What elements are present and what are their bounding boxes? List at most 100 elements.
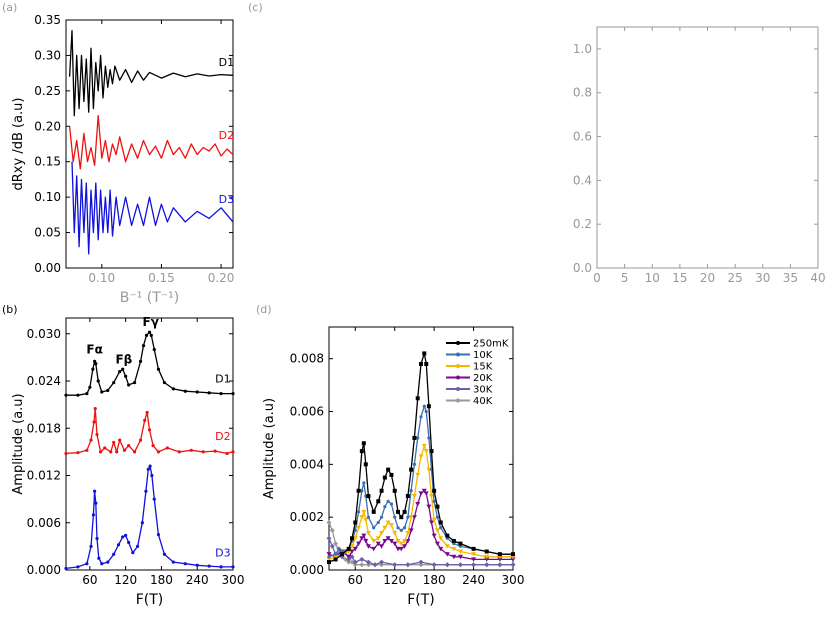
data-point [363, 517, 369, 523]
series-line-D3 [71, 161, 234, 255]
data-point [346, 546, 351, 551]
data-point [76, 393, 80, 397]
data-point [363, 462, 368, 467]
data-point [64, 393, 68, 397]
data-point [183, 562, 187, 566]
data-point [385, 536, 391, 541]
data-point [356, 510, 361, 514]
data-point [379, 562, 385, 568]
data-point [333, 557, 338, 562]
data-point [418, 559, 424, 565]
data-point [372, 526, 376, 530]
data-point [146, 467, 150, 471]
data-point [386, 467, 391, 472]
data-point [426, 467, 432, 473]
series-line-250mK [328, 352, 513, 563]
data-point [422, 404, 426, 408]
data-point [116, 543, 121, 547]
data-point [171, 387, 175, 391]
x-tick-label: 240 [186, 573, 209, 587]
data-point [405, 538, 411, 544]
data-point [379, 515, 384, 519]
data-point [366, 494, 371, 499]
data-point [150, 473, 154, 478]
data-point [435, 504, 440, 509]
data-point [219, 392, 223, 396]
data-point [392, 562, 398, 568]
data-point [432, 499, 436, 503]
data-point [451, 554, 457, 560]
peak-annotation: Fγ [143, 315, 159, 329]
data-point [353, 528, 357, 532]
data-point [402, 538, 408, 544]
data-point [375, 541, 381, 547]
data-point [177, 450, 181, 454]
x-axis-label: B⁻¹ (T⁻¹) [120, 290, 180, 306]
data-point [365, 544, 371, 549]
data-point [98, 450, 103, 454]
data-point [423, 491, 429, 496]
data-point [361, 533, 367, 539]
data-point [100, 562, 104, 566]
data-point [510, 562, 516, 568]
data-point [396, 509, 400, 514]
data-point [405, 531, 411, 536]
data-point [389, 502, 394, 506]
x-tick-label: 35 [783, 271, 798, 285]
x-tick-label: 25 [727, 271, 742, 285]
x-tick-label: 180 [150, 573, 173, 587]
legend-label: 30K [473, 385, 493, 396]
series-label-D1: D1 [215, 373, 230, 386]
panel-d: 60 120 180 240 300 0.000 0.002 0.004 0.006 0.008 F… [262, 326, 524, 608]
plot-frame [65, 19, 234, 269]
x-tick-label: 0 [593, 271, 601, 285]
data-point [431, 517, 437, 523]
data-point [353, 520, 358, 525]
data-point [392, 488, 397, 493]
data-point [231, 565, 235, 569]
data-point [399, 515, 404, 520]
data-point [457, 549, 463, 555]
data-point [346, 554, 352, 560]
data-point [421, 488, 427, 494]
y-tick-label: 0.000 [27, 563, 61, 577]
data-point [363, 538, 369, 544]
data-point [389, 472, 394, 477]
data-point [131, 551, 135, 555]
data-point [85, 392, 89, 396]
data-point [352, 546, 358, 552]
data-point [340, 552, 345, 557]
data-point [327, 555, 331, 559]
data-point [408, 528, 414, 533]
y-tick-label: 0.05 [34, 226, 61, 240]
data-point [132, 380, 137, 385]
data-point [127, 540, 131, 545]
data-point [329, 527, 335, 533]
x-tick-label: 120 [114, 573, 137, 587]
y-tick-label: 0.006 [27, 516, 61, 530]
data-point [213, 449, 217, 453]
data-point [207, 391, 211, 395]
data-point [444, 544, 450, 549]
data-point [359, 536, 365, 541]
x-tick-label: 5 [621, 271, 629, 285]
data-point [445, 533, 450, 538]
x-tick-label: 0.15 [148, 271, 175, 285]
data-point [411, 515, 417, 520]
y-tick-label: 0.004 [290, 457, 324, 471]
data-point [419, 415, 423, 419]
data-point [95, 432, 99, 437]
data-point [361, 509, 367, 515]
data-point [424, 361, 429, 366]
data-point [145, 410, 149, 415]
data-point [396, 526, 400, 530]
data-point [124, 374, 128, 378]
peak-annotation: Fβ [115, 353, 132, 367]
y-tick-label: 0.15 [34, 155, 61, 169]
data-point [402, 509, 407, 514]
data-point [371, 538, 377, 544]
data-point [426, 404, 431, 409]
data-point [143, 418, 147, 422]
data-point [356, 541, 362, 547]
data-point [109, 450, 113, 454]
